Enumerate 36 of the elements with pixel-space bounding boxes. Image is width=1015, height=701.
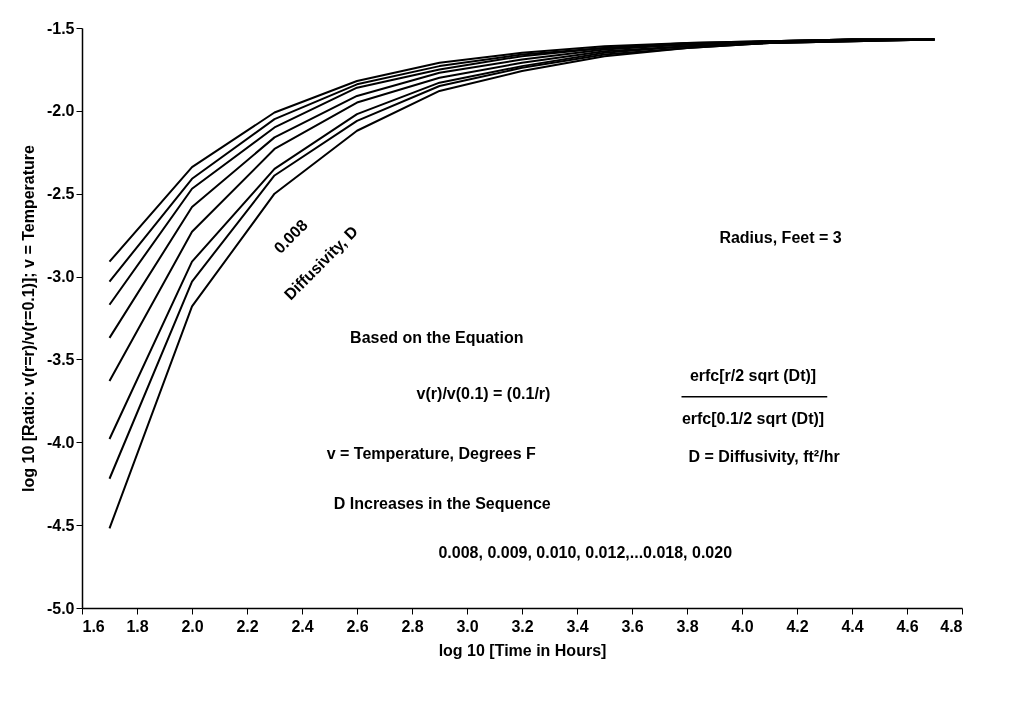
x-tick-label: 2.8 (401, 617, 424, 635)
annotation: Radius, Feet = 3 (719, 229, 842, 247)
annotation: v(r)/v(0.1) = (0.1/r) (416, 385, 551, 403)
x-tick-label: 3.6 (621, 617, 644, 635)
x-tick-label: 4.6 (896, 617, 919, 635)
y-tick-label: -4.5 (46, 516, 75, 534)
annotation: D = Diffusivity, ft²/hr (688, 448, 840, 466)
x-tick-label: 4.4 (841, 617, 864, 635)
annotation: erfc[r/2 sqrt (Dt)] (689, 367, 817, 384)
y-tick-label: -4.0 (46, 433, 75, 451)
x-tick-label: 4.0 (731, 617, 754, 635)
y-tick-label: -1.5 (46, 19, 75, 37)
y-tick-label: -3.5 (46, 350, 75, 368)
y-tick-label: -2.0 (46, 102, 75, 120)
x-tick-label: 4.2 (786, 617, 809, 635)
y-tick-label: -3.0 (46, 268, 75, 286)
x-tick-label: 4.8 (940, 617, 963, 635)
y-tick-label: -2.5 (46, 185, 75, 203)
annotation: v = Temperature, Degrees F (326, 444, 537, 462)
y-axis-title: log 10 [Ratio: v(r=r)/v(r=0.1)]; v = Temperature (19, 144, 37, 492)
y-tick-label: -5.0 (46, 599, 75, 617)
x-tick-label: 1.8 (126, 617, 149, 635)
annotation: 0.008, 0.009, 0.010, 0.012,...0.018, 0.020 (438, 544, 733, 562)
x-tick-label: 1.6 (82, 617, 105, 635)
x-tick-label: 2.2 (236, 617, 259, 635)
annotation: D Increases in the Sequence (333, 494, 551, 512)
x-tick-label: 2.0 (181, 617, 204, 635)
x-tick-label: 3.8 (676, 617, 699, 635)
x-tick-label: 3.4 (566, 617, 589, 635)
x-tick-label: 3.0 (456, 617, 479, 635)
x-tick-label: 3.2 (511, 617, 534, 635)
x-axis-title: log 10 [Time in Hours] (438, 641, 607, 659)
x-tick-label: 2.4 (291, 617, 314, 635)
annotation: Based on the Equation (350, 328, 524, 346)
x-tick-label: 2.6 (346, 617, 369, 635)
annotation: erfc[0.1/2 sqrt (Dt)] (681, 410, 825, 428)
